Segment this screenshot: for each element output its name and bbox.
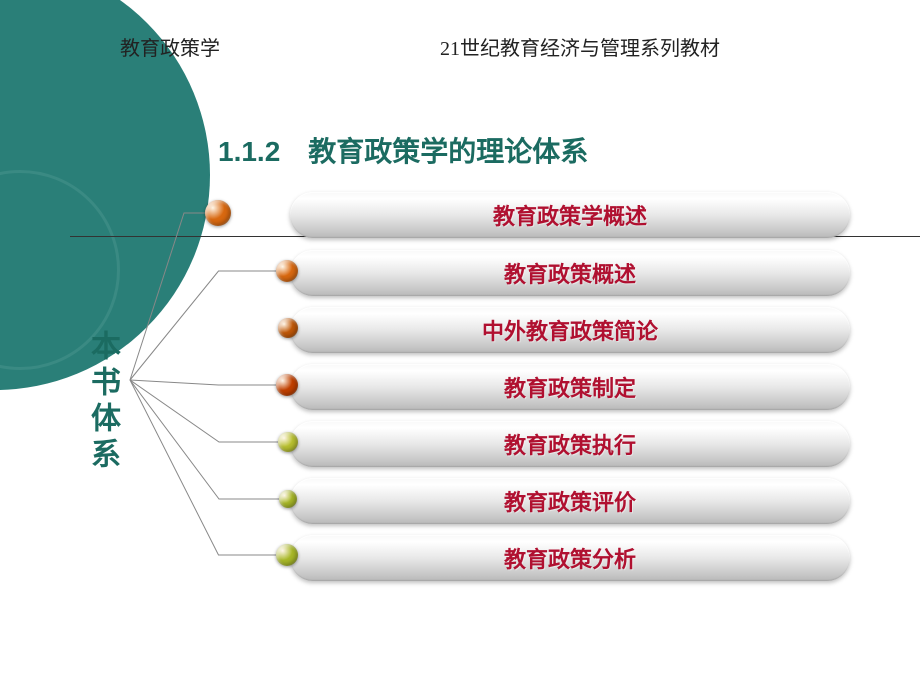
- bullet-marker: [278, 432, 298, 452]
- pill-label: 教育政策分析: [504, 542, 636, 574]
- pill-label: 教育政策执行: [504, 428, 636, 460]
- pill-label: 教育政策制定: [504, 371, 636, 403]
- side-label: 本书体系: [80, 330, 124, 474]
- pill-item: 教育政策制定: [290, 364, 850, 410]
- bullet-marker: [205, 200, 231, 226]
- pill-label: 教育政策概述: [504, 257, 636, 289]
- pill-item: 中外教育政策简论: [290, 307, 850, 353]
- bullet-marker: [276, 260, 298, 282]
- pill-item: 教育政策执行: [290, 421, 850, 467]
- header-left: 教育政策学: [120, 32, 220, 61]
- bullet-marker: [278, 318, 298, 338]
- pill-item: 教育政策评价: [290, 478, 850, 524]
- pill-label: 教育政策评价: [504, 485, 636, 517]
- bullet-marker: [279, 490, 297, 508]
- header-right: 21世纪教育经济与管理系列教材: [440, 32, 720, 61]
- bullet-marker: [276, 544, 298, 566]
- pill-label: 教育政策学概述: [493, 199, 647, 231]
- pill-item: 教育政策概述: [290, 250, 850, 296]
- pill-item: 教育政策分析: [290, 535, 850, 581]
- pill-item: 教育政策学概述: [290, 192, 850, 238]
- pill-label: 中外教育政策简论: [482, 314, 658, 346]
- bullet-marker: [276, 374, 298, 396]
- section-title: 1.1.2 教育政策学的理论体系: [218, 130, 588, 170]
